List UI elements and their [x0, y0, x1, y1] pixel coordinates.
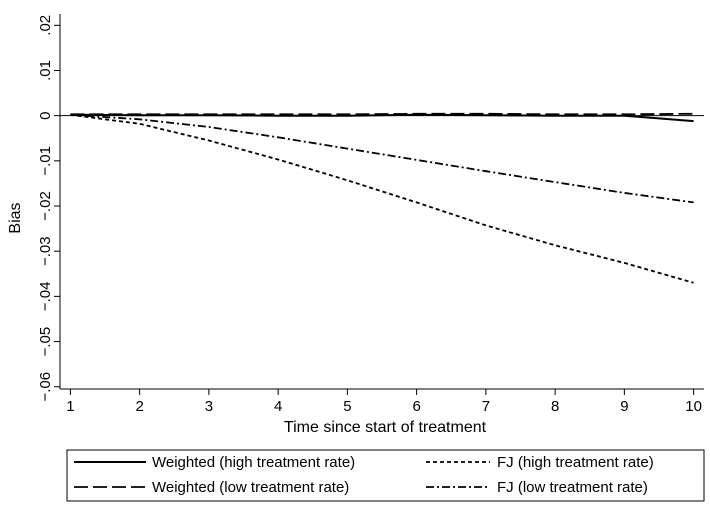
- y-tick-label: .02: [37, 15, 54, 36]
- legend: Weighted (high treatment rate) FJ (high t…: [66, 449, 705, 502]
- legend-box: [66, 449, 705, 502]
- x-tick-label: 6: [412, 398, 420, 415]
- x-tick-label: 1: [66, 398, 74, 415]
- y-tick-label: −.04: [37, 282, 54, 312]
- legend-label: FJ (low treatment rate): [497, 479, 648, 496]
- x-axis-title: Time since start of treatment: [284, 419, 487, 436]
- y-tick-label: −.06: [37, 372, 54, 402]
- y-tick-label: 0: [37, 111, 54, 119]
- series-line-fj-high-treatment-rate: [70, 113, 694, 284]
- y-tick-label: −.03: [37, 236, 54, 266]
- x-tick-label: 2: [135, 398, 143, 415]
- series-line-weighted-low-treatment-rate: [70, 112, 694, 116]
- legend-label: Weighted (high treatment rate): [152, 454, 355, 471]
- x-tick-label: 10: [685, 398, 702, 415]
- y-tick-label: −.01: [37, 146, 54, 176]
- series-layer: [70, 112, 694, 284]
- axes-layer: .02 .01 0 −.01 −.02 −.03 −.04 −.05 −.06 1 2 3 4 5 6 7 8 9…: [37, 14, 704, 415]
- legend-label: FJ (high treatment rate): [497, 454, 654, 471]
- legend-label: Weighted (low treatment rate): [152, 479, 349, 496]
- x-tick-label: 5: [343, 398, 351, 415]
- x-tick-label: 8: [551, 398, 559, 415]
- y-tick-label: −.02: [37, 191, 54, 221]
- y-tick-label: .01: [37, 60, 54, 81]
- x-tick-label: 3: [205, 398, 213, 415]
- series-line-fj-low-treatment-rate: [70, 113, 694, 204]
- x-tick-label: 7: [482, 398, 490, 415]
- y-axis-title: Bias: [7, 202, 24, 233]
- y-tick-label: −.05: [37, 327, 54, 357]
- series-line-weighted-high-treatment-rate: [70, 113, 694, 123]
- x-tick-label: 4: [274, 398, 282, 415]
- x-tick-label: 9: [620, 398, 628, 415]
